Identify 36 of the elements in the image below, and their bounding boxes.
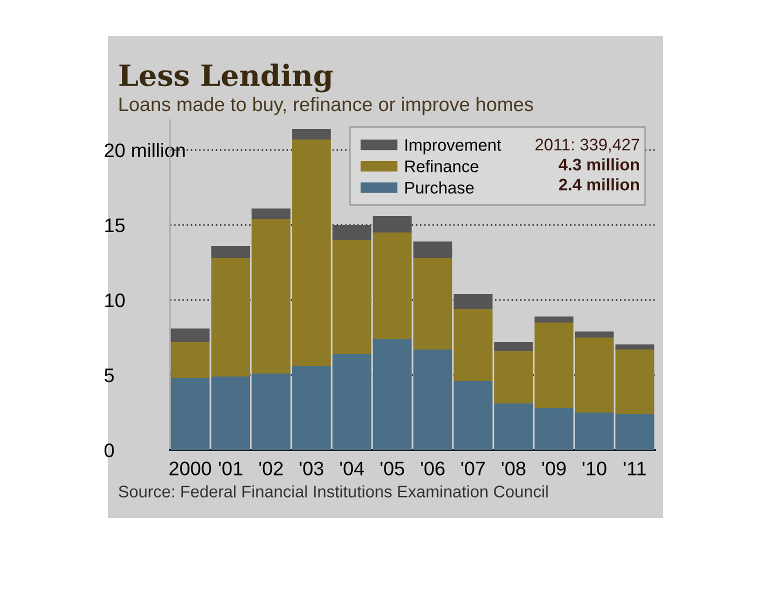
x-tick-label: '05 [380, 462, 404, 476]
chart-subtitle: Loans made to buy, refinance or improve homes [120, 96, 534, 116]
legend-label: Refinance [405, 160, 478, 172]
x-tick-label: '06 [421, 462, 445, 476]
bar [413, 242, 452, 258]
x-tick-label: '11 [624, 462, 646, 476]
bar [211, 246, 250, 258]
x-tick-label: '04 [340, 462, 364, 476]
legend-label: Purchase [405, 181, 474, 194]
annotation: 2011: 339,427 [535, 138, 640, 152]
bar [252, 208, 290, 219]
y-tick-label: 20 million [104, 142, 185, 158]
x-tick-label: '01 [218, 462, 242, 476]
bar [574, 332, 614, 338]
legend-label: Improvement [406, 139, 502, 154]
bar [292, 129, 331, 140]
bar [615, 344, 654, 350]
bar [170, 328, 210, 342]
y-tick-label: 15 [105, 218, 125, 232]
x-tick-label: '02 [259, 462, 283, 476]
bar [494, 342, 533, 351]
source-note: Source: Federal Financial Institutions Examination Council [118, 485, 548, 498]
x-tick-label: '08 [502, 462, 526, 476]
y-tick-label: 0 [104, 443, 114, 458]
bar [454, 294, 493, 309]
x-tick-label: '10 [582, 462, 606, 476]
bar [534, 316, 574, 322]
x-tick-label: '07 [461, 462, 485, 476]
x-tick-label: '03 [300, 462, 324, 476]
y-tick-label: 10 [105, 293, 125, 308]
annotation: 2.4 million [559, 178, 639, 190]
x-tick-label: '09 [542, 462, 566, 476]
x-tick-label: 2000 [170, 462, 212, 476]
annotation: 4.3 million [558, 158, 639, 170]
y-tick-label: 5 [104, 368, 114, 382]
chart-title: Less Lending [119, 64, 333, 92]
